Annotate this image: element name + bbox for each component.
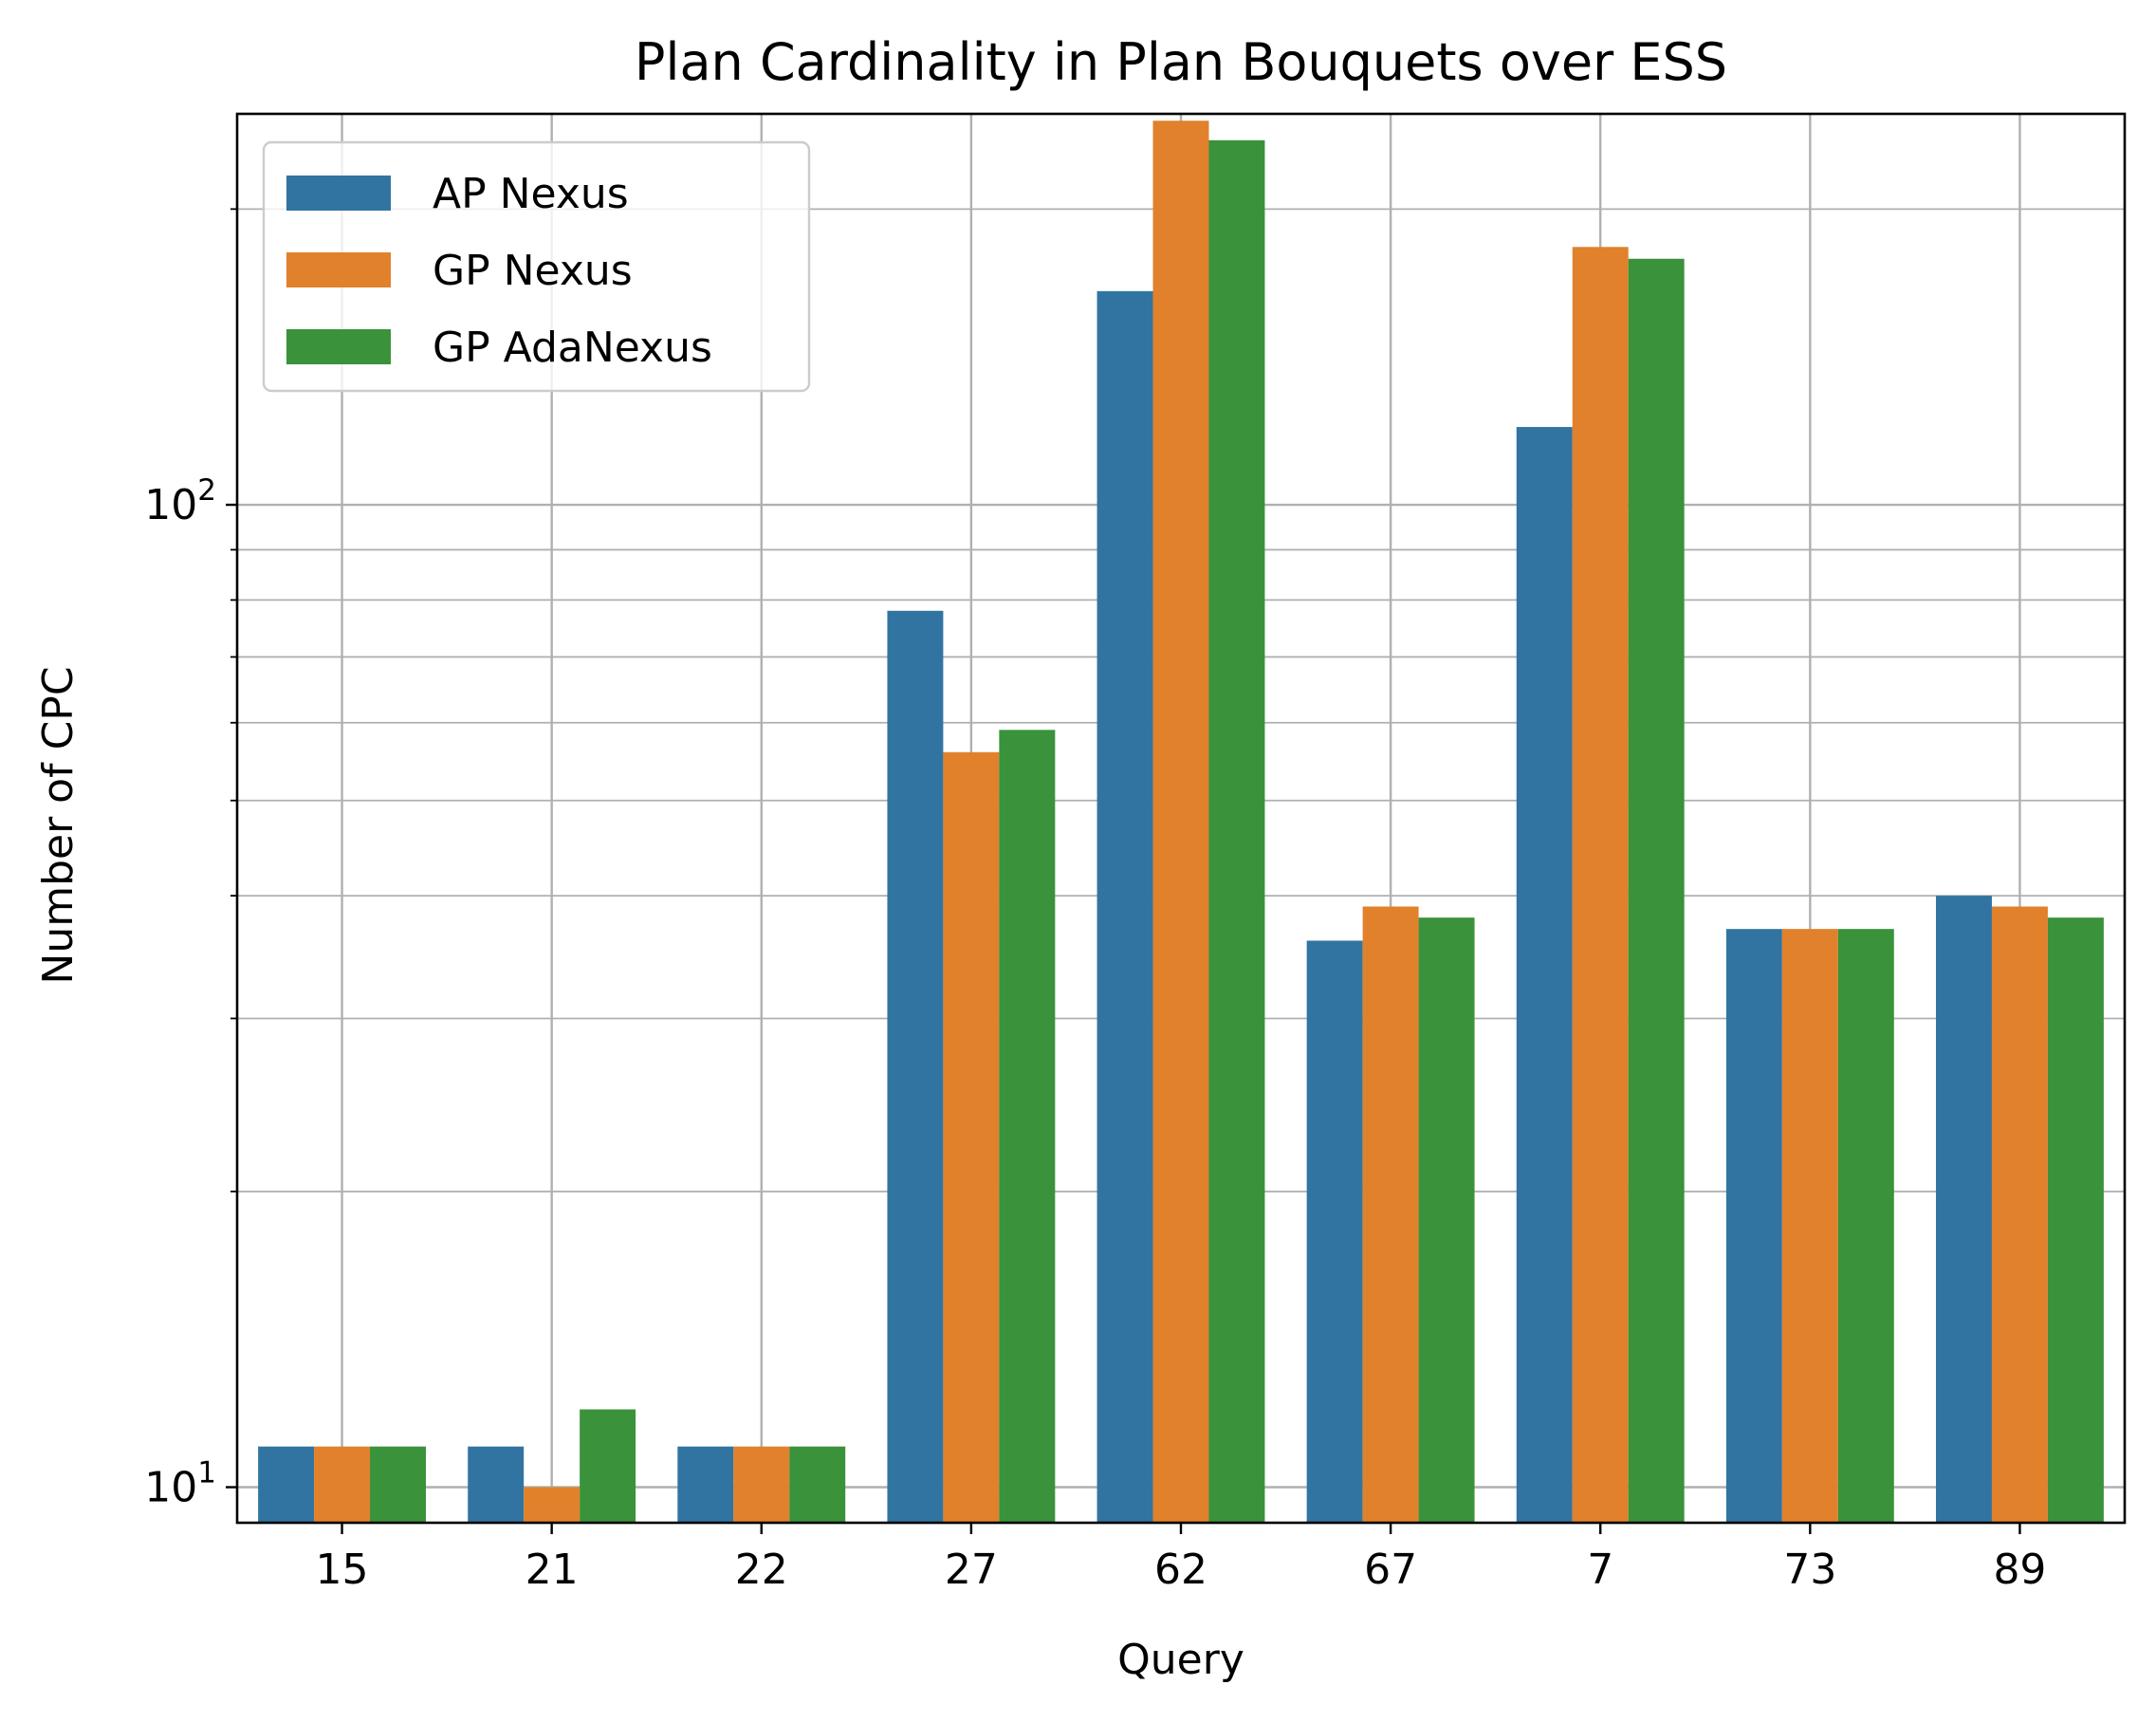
bar (370, 1447, 426, 1523)
x-tick-label: 73 (1783, 1546, 1836, 1594)
bar (1517, 427, 1573, 1523)
legend-label: GP AdaNexus (433, 324, 712, 372)
bar (1097, 291, 1153, 1523)
bar (943, 752, 999, 1523)
bar (1782, 929, 1838, 1523)
bar (258, 1447, 314, 1523)
bar (733, 1447, 789, 1523)
x-tick-label: 62 (1154, 1546, 1207, 1594)
bar (789, 1447, 845, 1523)
bar (1992, 906, 2048, 1523)
legend-swatch (286, 176, 391, 211)
x-tick-label: 22 (735, 1546, 788, 1594)
legend-swatch (286, 329, 391, 364)
bar (887, 611, 943, 1523)
legend-label: GP Nexus (433, 247, 633, 295)
bar (1307, 940, 1363, 1523)
x-tick-label: 27 (945, 1546, 998, 1594)
bar (1936, 896, 1992, 1523)
bar (2048, 917, 2104, 1523)
bar (580, 1410, 636, 1523)
bar (1629, 259, 1685, 1523)
legend-swatch (286, 252, 391, 287)
bar (1573, 247, 1629, 1523)
bar (524, 1488, 580, 1523)
legend: AP Nexus GP Nexus GP AdaNexus (264, 142, 809, 391)
x-tick-label: 89 (1993, 1546, 2046, 1594)
bar (999, 730, 1055, 1523)
bar (1208, 140, 1264, 1523)
x-tick-label: 7 (1587, 1546, 1613, 1594)
bar (1153, 120, 1209, 1523)
bar (314, 1447, 370, 1523)
legend-label: AP Nexus (433, 170, 629, 218)
bar (1363, 906, 1419, 1523)
y-axis-label: Number of CPC (34, 666, 83, 984)
bar (1838, 929, 1894, 1523)
x-tick-label: 15 (316, 1546, 369, 1594)
x-tick-label: 21 (525, 1546, 579, 1594)
chart-title: Plan Cardinality in Plan Bouquets over E… (635, 32, 1727, 92)
bar (468, 1447, 524, 1523)
bar (677, 1447, 733, 1523)
x-axis-label: Query (1117, 1636, 1244, 1684)
bar (1419, 917, 1475, 1523)
x-tick-label: 67 (1364, 1546, 1417, 1594)
bar (1726, 929, 1782, 1523)
